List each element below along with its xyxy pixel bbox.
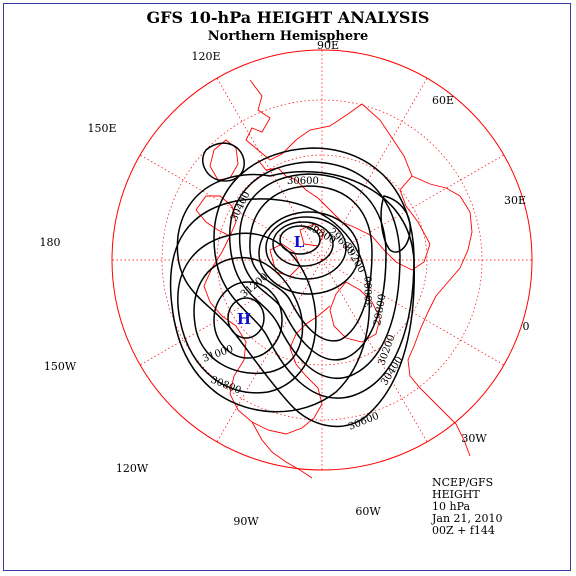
coast-kamchatka (209, 139, 239, 181)
coast-asia-north (245, 79, 431, 271)
contour-east-30400 (380, 195, 411, 253)
lon-label-90w: 90W (233, 515, 259, 528)
info-block: NCEP/GFS HEIGHT 10 hPa Jan 21, 2010 00Z … (431, 476, 503, 537)
meridian-line (321, 154, 505, 261)
lon-label-30e: 30E (504, 194, 526, 207)
contour-high-1 (227, 297, 265, 339)
coast-alaska (195, 195, 237, 237)
lon-label-150e: 150E (87, 122, 116, 135)
contour-kamchatka-30400 (202, 142, 245, 182)
contour-31000 (193, 256, 304, 375)
meridian-line (321, 77, 428, 261)
map-title: GFS 10-hPa HEIGHT ANALYSIS (147, 8, 430, 27)
lon-label-30w: 30W (461, 432, 487, 445)
coast-greenland (329, 281, 381, 343)
lon-label-60e: 60E (432, 94, 454, 107)
lon-label-120w: 120W (116, 462, 149, 475)
map-frame (3, 3, 571, 571)
contour-label: 30600 (287, 176, 319, 187)
lon-label-120e: 120E (191, 50, 220, 63)
meridian-line (139, 154, 323, 261)
contour-label: 30600 (347, 411, 381, 433)
contour-label: 30000 (364, 276, 375, 308)
coast-africa (431, 399, 471, 457)
contour-low-7 (229, 161, 401, 379)
low-center-symbol: L (294, 233, 305, 251)
info-forecast: 00Z + f144 (432, 524, 495, 537)
info-level: 10 hPa (432, 500, 470, 513)
contour-label: 30800 (209, 375, 243, 397)
longitude-meridians (112, 50, 532, 470)
coast-north-america (203, 235, 331, 435)
meridian-line (139, 259, 323, 366)
contour-low-2 (272, 221, 334, 267)
lon-label-180: 180 (40, 236, 61, 249)
contour-30400 (169, 198, 370, 413)
contour-low-3 (265, 216, 347, 280)
longitude-labels: 90E 60E 30E 0 30W 60W 90W 120W 150W 180 … (40, 39, 530, 528)
lon-label-60w: 60W (355, 505, 381, 518)
coastlines (195, 79, 473, 479)
contour-label: 29800 (372, 293, 388, 326)
contour-low-1 (279, 225, 321, 255)
contour-low-6 (238, 173, 387, 361)
map-subtitle: Northern Hemisphere (208, 29, 368, 44)
coast-central-america (251, 421, 313, 479)
meridian-line (321, 259, 428, 443)
high-center-symbol: H (237, 310, 251, 328)
info-field: HEIGHT (432, 488, 480, 501)
lon-label-90e: 90E (317, 39, 339, 52)
hemisphere-boundary (111, 49, 533, 471)
lon-label-150w: 150W (44, 360, 77, 373)
lon-label-0: 0 (523, 320, 530, 333)
contour-30800 (177, 232, 317, 394)
info-source: NCEP/GFS (432, 476, 493, 489)
height-contours (169, 142, 415, 428)
contour-low-8 (213, 147, 415, 399)
contour-high-2 (213, 281, 283, 359)
meridian-line (216, 259, 323, 443)
coast-europe (407, 175, 473, 401)
info-date: Jan 21, 2010 (431, 512, 503, 525)
